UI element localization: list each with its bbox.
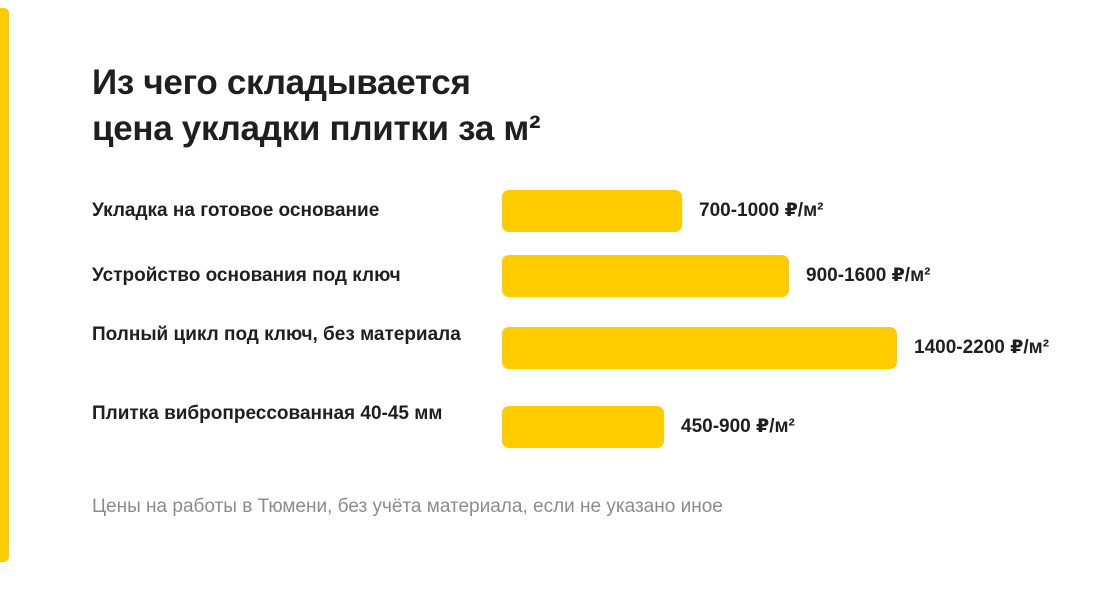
footnote: Цены на работы в Тюмени, без учёта матер… [92, 496, 723, 517]
category-label: Плитка вибропрессованная 40-45 мм [92, 403, 443, 424]
price-bar [502, 327, 897, 369]
price-bar [502, 406, 664, 448]
category-label: Устройство основания под ключ [92, 265, 401, 286]
price-bar [502, 255, 789, 297]
price-value-label: 1400-2200 ₽/м² [914, 337, 1050, 358]
price-bar [502, 190, 682, 232]
category-label: Полный цикл под ключ, без материала [92, 324, 461, 345]
price-value-label: 700-1000 ₽/м² [699, 200, 824, 221]
category-label: Укладка на готовое основание [92, 200, 380, 221]
title-line-2: цена укладки плитки за м² [92, 109, 541, 148]
title-line-1: Из чего складывается [92, 63, 471, 102]
accent-stripe [0, 8, 9, 562]
page-title: Из чего складывается цена укладки плитки… [92, 60, 541, 152]
price-value-label: 450-900 ₽/м² [681, 416, 795, 437]
price-value-label: 900-1600 ₽/м² [806, 265, 931, 286]
